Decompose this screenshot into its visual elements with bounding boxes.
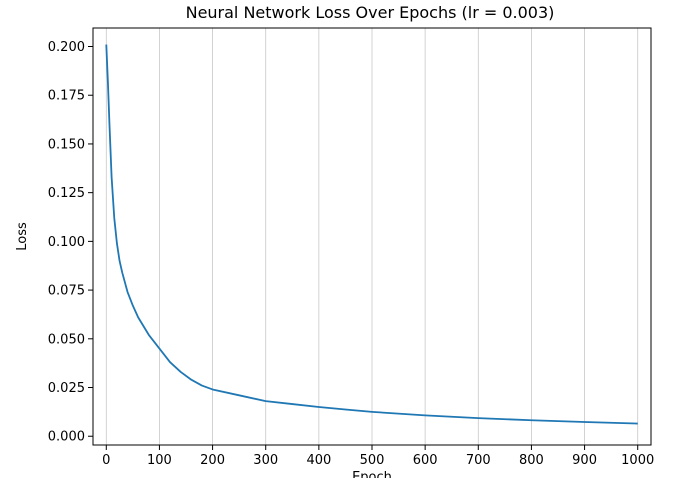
y-axis-label: Loss: [15, 222, 30, 251]
y-axis: 0.000 0.025 0.050 0.075 0.100 0.125 0.150 0.175…: [48, 40, 93, 445]
x-axis-label: Epoch: [352, 470, 392, 478]
x-tick-label: 1000: [621, 453, 654, 468]
y-tick-label: 0.200: [48, 40, 85, 55]
x-tick-label: 400: [306, 453, 331, 468]
loss-series-line: [105, 44, 638, 425]
y-tick-label: 0.075: [48, 284, 85, 299]
y-tick-label: 0.150: [48, 137, 85, 152]
x-tick-label: 900: [572, 453, 597, 468]
x-tick-label: 500: [360, 453, 385, 468]
x-tick-label: 100: [147, 453, 172, 468]
x-tick-label: 300: [253, 453, 278, 468]
y-tick-label: 0.050: [48, 332, 85, 347]
x-tick-label: 700: [466, 453, 491, 468]
x-tick-label: 200: [200, 453, 225, 468]
chart-title: Neural Network Loss Over Epochs (lr = 0.…: [186, 3, 555, 22]
y-tick-label: 0.025: [48, 381, 85, 396]
x-tick-label: 600: [413, 453, 438, 468]
y-tick-label: 0.000: [48, 430, 85, 445]
x-axis: 0 100 200 300 400 500 600 700 800 900 1000: [102, 445, 654, 468]
y-tick-label: 0.175: [48, 89, 85, 104]
y-tick-label: 0.125: [48, 186, 85, 201]
x-tick-label: 800: [519, 453, 544, 468]
x-tick-label: 0: [102, 453, 110, 468]
grid-lines: [105, 28, 639, 445]
plot-area: [105, 44, 638, 425]
y-tick-label: 0.100: [48, 235, 85, 250]
